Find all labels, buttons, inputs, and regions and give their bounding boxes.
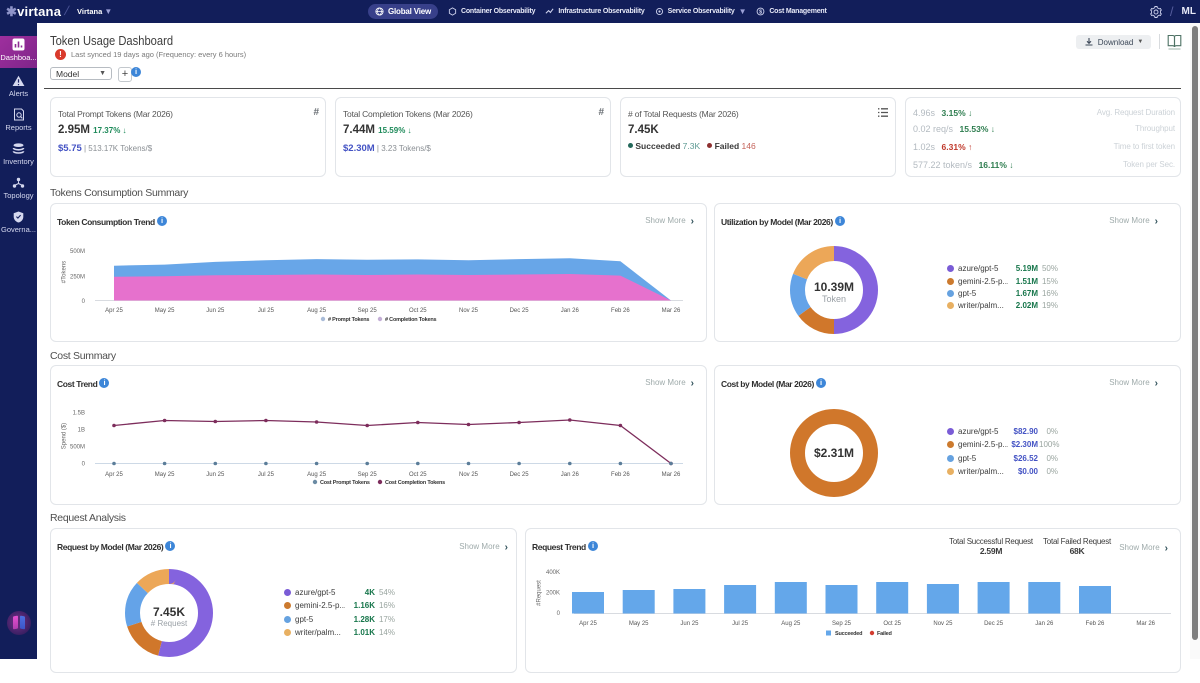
svg-text:1.5B: 1.5B	[73, 411, 85, 417]
svg-text:Succeeded: Succeeded	[835, 631, 862, 637]
svg-text:Jul 25: Jul 25	[258, 308, 275, 314]
svg-text:1B: 1B	[78, 428, 85, 434]
svg-text:Mar 26: Mar 26	[662, 308, 681, 314]
svg-text:May 25: May 25	[155, 308, 175, 314]
svg-text:May 25: May 25	[155, 472, 175, 478]
svg-text:500M: 500M	[70, 249, 85, 255]
svg-text:0: 0	[557, 611, 561, 617]
svg-text:Sep 25: Sep 25	[358, 472, 378, 478]
svg-text:Aug 25: Aug 25	[307, 472, 327, 478]
svg-text:Jun 25: Jun 25	[206, 472, 225, 478]
svg-text:#Tokens: #Tokens	[62, 261, 68, 283]
svg-text:Aug 25: Aug 25	[307, 308, 327, 314]
svg-text:Jan 26: Jan 26	[561, 472, 580, 478]
svg-text:400K: 400K	[546, 570, 560, 576]
svg-text:200K: 200K	[546, 591, 560, 597]
svg-text:0: 0	[82, 299, 86, 305]
svg-text:Jun 25: Jun 25	[680, 621, 699, 627]
svg-text:Cost Prompt Tokens: Cost Prompt Tokens	[320, 480, 370, 486]
svg-text:Jul 25: Jul 25	[732, 621, 749, 627]
svg-text:#Request: #Request	[537, 580, 543, 606]
svg-text:Dec 25: Dec 25	[984, 621, 1004, 627]
svg-text:Aug 25: Aug 25	[781, 621, 801, 627]
svg-text:Nov 25: Nov 25	[459, 472, 479, 478]
svg-text:Oct 25: Oct 25	[883, 621, 901, 627]
svg-text:Failed: Failed	[877, 631, 892, 637]
svg-text:$: $	[759, 9, 762, 15]
svg-text:# Prompt Tokens: # Prompt Tokens	[328, 317, 369, 323]
svg-text:Jan 26: Jan 26	[561, 308, 580, 314]
svg-text:Nov 25: Nov 25	[933, 621, 953, 627]
svg-text:Jun 25: Jun 25	[206, 308, 225, 314]
svg-text:Feb 26: Feb 26	[611, 472, 630, 478]
svg-text:Spend ($): Spend ($)	[62, 423, 68, 449]
svg-text:0: 0	[82, 462, 86, 468]
svg-text:Feb 26: Feb 26	[1086, 621, 1105, 627]
svg-text:Mar 26: Mar 26	[662, 472, 681, 478]
svg-text:Mar 26: Mar 26	[1136, 621, 1155, 627]
svg-text:Sep 25: Sep 25	[358, 308, 378, 314]
svg-text:# Completion Tokens: # Completion Tokens	[385, 317, 437, 323]
svg-text:Apr 25: Apr 25	[105, 472, 123, 478]
svg-text:Nov 25: Nov 25	[459, 308, 479, 314]
svg-text:Sep 25: Sep 25	[832, 621, 852, 627]
svg-text:Jul 25: Jul 25	[258, 472, 275, 478]
svg-text:250M: 250M	[70, 275, 85, 281]
svg-text:Oct 25: Oct 25	[409, 472, 427, 478]
svg-text:Feb 26: Feb 26	[611, 308, 630, 314]
svg-text:500M: 500M	[70, 445, 85, 451]
svg-text:Apr 25: Apr 25	[105, 308, 123, 314]
svg-text:Dec 25: Dec 25	[510, 472, 530, 478]
svg-text:Jan 26: Jan 26	[1035, 621, 1054, 627]
svg-text:May 25: May 25	[629, 621, 649, 627]
svg-text:Dec 25: Dec 25	[510, 308, 530, 314]
svg-text:Apr 25: Apr 25	[579, 621, 597, 627]
svg-text:Oct 25: Oct 25	[409, 308, 427, 314]
svg-text:Cost Completion Tokens: Cost Completion Tokens	[385, 480, 445, 486]
